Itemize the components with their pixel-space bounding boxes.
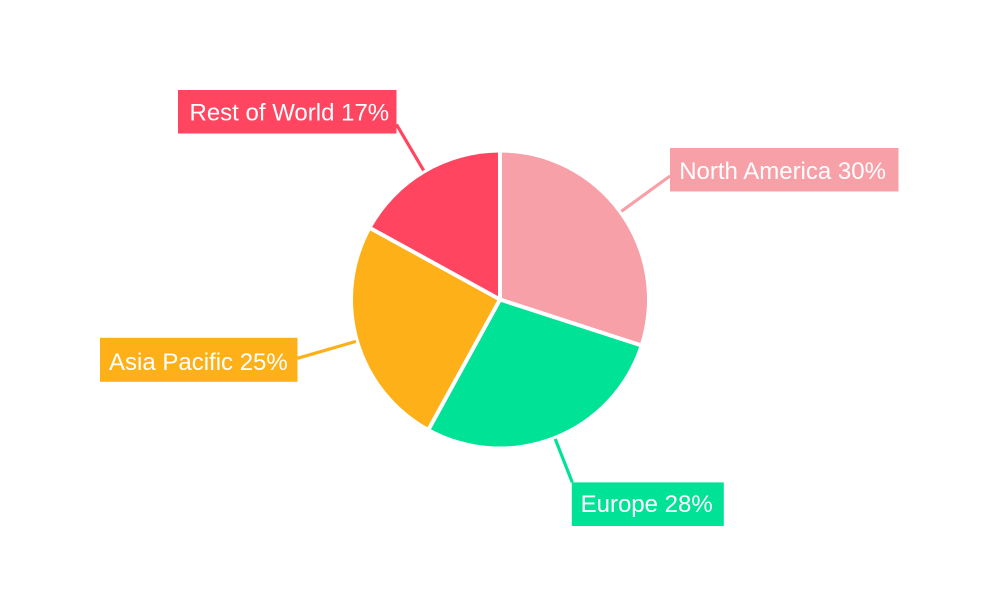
svg-text:North America 30%: North America 30% <box>679 158 886 185</box>
svg-text:Rest of World 17%: Rest of World 17% <box>190 99 390 126</box>
svg-text:Europe 28%: Europe 28% <box>581 491 713 518</box>
svg-text:Asia Pacific 25%: Asia Pacific 25% <box>109 349 288 376</box>
